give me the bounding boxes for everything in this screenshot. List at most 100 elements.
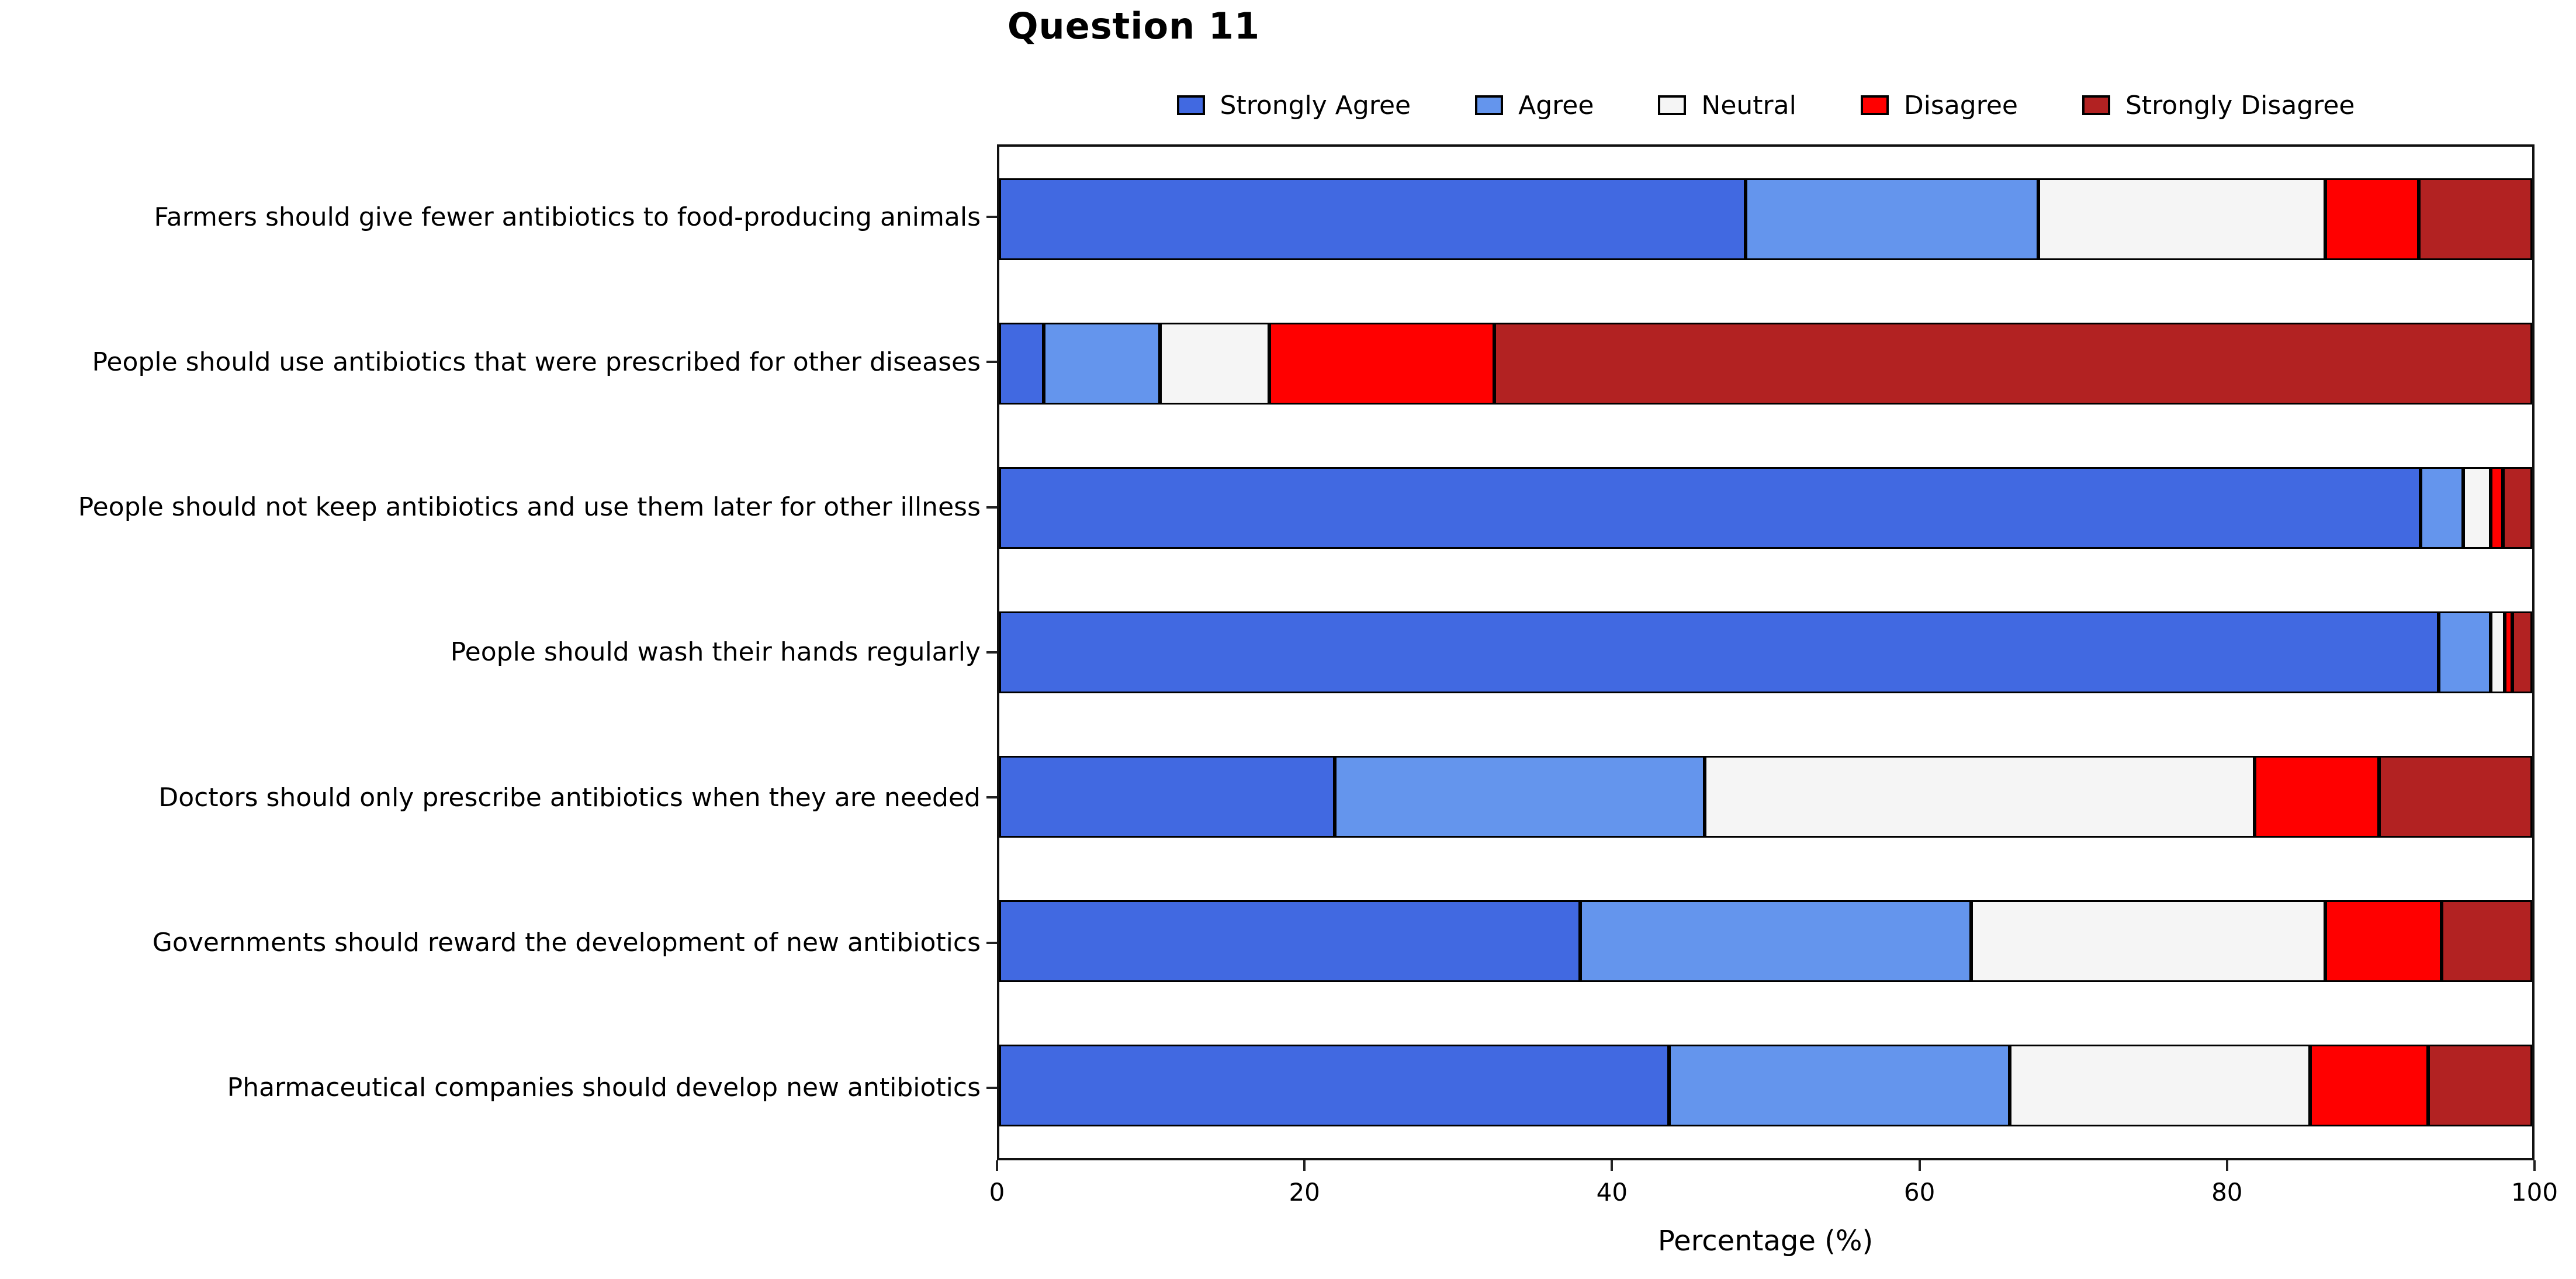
bar-segment [2491, 466, 2504, 549]
bar-segment [2463, 466, 2491, 549]
bar-segment [2038, 178, 2325, 260]
x-tick-mark [2225, 1160, 2228, 1171]
legend-entry: Neutral [1658, 91, 1796, 120]
legend-label: Strongly Disagree [2125, 90, 2355, 120]
bar-segment [2512, 611, 2532, 693]
legend-swatch [2082, 95, 2110, 115]
stacked-bar [999, 466, 2532, 549]
plot-area [997, 144, 2535, 1160]
bar-row [999, 725, 2532, 869]
legend: Strongly Agree Agree Neutral Disagree Strong… [997, 81, 2535, 130]
bar-segment [2325, 900, 2442, 983]
y-row: Governments should reward the developmen… [0, 870, 997, 1015]
bar-row [999, 1014, 2532, 1158]
category-label: Pharmaceutical companies should develop … [227, 1073, 981, 1103]
x-axis-title: Percentage (%) [1657, 1225, 1874, 1257]
x-tick-label: 40 [1596, 1178, 1628, 1207]
bar-segment [999, 756, 1335, 838]
bar-segment [999, 466, 2421, 549]
category-label: People should use antibiotics that were … [92, 347, 981, 377]
bar-segment [1335, 756, 1705, 838]
y-row: Farmers should give fewer antibiotics to… [0, 144, 997, 289]
y-row: Doctors should only prescribe antibiotic… [0, 725, 997, 870]
bar-segment [2503, 466, 2532, 549]
stacked-bar [999, 178, 2532, 260]
legend-entry: Strongly Agree [1176, 90, 1411, 120]
bar-segment [1269, 322, 1495, 405]
x-tick-mark [2533, 1160, 2536, 1171]
y-tick-mark [986, 1086, 997, 1089]
stacked-bar [999, 322, 2532, 405]
x-tick-mark [1918, 1160, 1921, 1171]
bar-row [999, 869, 2532, 1014]
bar-segment [2420, 466, 2463, 549]
bar-segment [1580, 900, 1971, 983]
y-tick-mark [986, 941, 997, 944]
bar-segment [1669, 1045, 2010, 1127]
bar-segment [2310, 1045, 2428, 1127]
category-label: Governments should reward the developmen… [152, 928, 981, 958]
bar-row [999, 435, 2532, 580]
y-row: People should not keep antibiotics and u… [0, 435, 997, 580]
x-axis: 0 20 40 60 80 100 [989, 1160, 2558, 1230]
y-tick-mark [986, 506, 997, 509]
bar-segment [2504, 611, 2512, 693]
bar-segment [999, 178, 1746, 260]
x-tick-label: 60 [1903, 1178, 1936, 1207]
legend-label: Strongly Agree [1220, 90, 1411, 120]
category-label: People should not keep antibiotics and u… [78, 492, 981, 523]
bar-segment [2418, 178, 2532, 260]
category-label: People should wash their hands regularly [450, 637, 981, 668]
x-tick-label: 0 [989, 1178, 1005, 1207]
x-tick-mark [1303, 1160, 1306, 1171]
bar-segment [1160, 322, 1269, 405]
bar-segment [2255, 756, 2379, 838]
x-tick-label: 100 [2511, 1178, 2558, 1207]
y-tick-mark [986, 216, 997, 219]
stacked-bar [999, 1045, 2532, 1127]
y-row: Pharmaceutical companies should develop … [0, 1015, 997, 1160]
bar-row [999, 580, 2532, 724]
bar-row [999, 147, 2532, 291]
y-tick-mark [986, 651, 997, 654]
bar-segment [2491, 611, 2505, 693]
stacked-bar [999, 900, 2532, 983]
y-row: People should use antibiotics that were … [0, 289, 997, 434]
legend-swatch [1860, 95, 1889, 115]
bar-segment [1746, 178, 2039, 260]
bar-segment [1044, 322, 1161, 405]
x-tick-mark [1611, 1160, 1614, 1171]
legend-entry: Strongly Disagree [2082, 91, 2355, 120]
bar-segment [999, 322, 1044, 405]
bar-segment [999, 900, 1581, 983]
legend-label: Agree [1518, 90, 1594, 120]
legend-entry: Disagree [1860, 90, 2018, 120]
bar-segment [2378, 756, 2532, 838]
bar-row [999, 291, 2532, 435]
bar-segment [1704, 756, 2255, 838]
bar-segment [2442, 900, 2532, 983]
legend-swatch [1176, 95, 1205, 115]
y-tick-mark [986, 361, 997, 364]
legend-label: Disagree [1903, 90, 2018, 120]
bar-segment [1971, 900, 2325, 983]
x-tick-mark [996, 1160, 998, 1171]
legend-swatch [1475, 95, 1504, 115]
x-tick-label: 80 [2211, 1178, 2243, 1207]
chart-title: Question 11 [1007, 5, 1261, 47]
stacked-bar [999, 756, 2532, 838]
bar-segment [999, 1045, 1670, 1127]
bar-segment [2428, 1045, 2532, 1127]
bar-segment [1494, 322, 2532, 405]
y-tick-mark [986, 796, 997, 799]
x-tick-label: 20 [1289, 1178, 1320, 1207]
category-label: Farmers should give fewer antibiotics to… [154, 202, 981, 232]
category-label: Doctors should only prescribe antibiotic… [158, 782, 981, 813]
y-row: People should wash their hands regularly [0, 580, 997, 725]
bar-segment [2325, 178, 2419, 260]
legend-label: Neutral [1701, 90, 1796, 120]
legend-swatch [1658, 95, 1687, 115]
y-axis-labels: Farmers should give fewer antibiotics to… [0, 144, 997, 1160]
stacked-bar [999, 611, 2532, 693]
